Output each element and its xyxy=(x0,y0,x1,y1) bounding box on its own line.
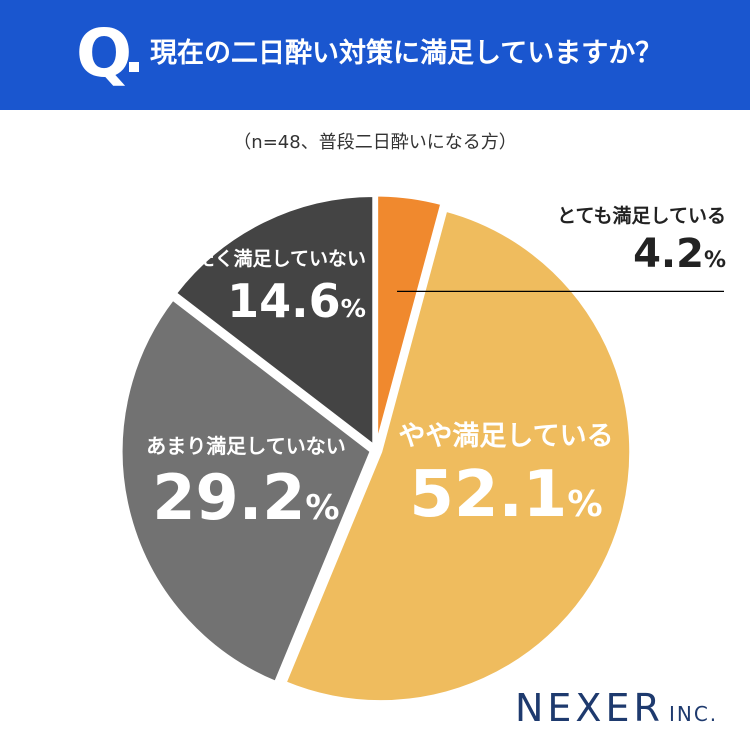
sample-note: （n=48、普段二日酔いになる方） xyxy=(233,132,517,153)
slice-category: とても満足している xyxy=(557,205,726,227)
slice-label-somewhat-satisfied: やや満足している 52.1% xyxy=(390,418,622,544)
slice-category: やや満足している xyxy=(398,421,614,452)
slice-value: 4.2% xyxy=(557,229,726,286)
slice-value-number: 4.2 xyxy=(633,231,704,277)
logo-sub-text: INC. xyxy=(668,702,719,726)
company-logo: NEXER INC. xyxy=(515,686,718,730)
slice-very-satisfied xyxy=(375,193,444,446)
question-mark-q: Q xyxy=(76,15,133,92)
slice-label-not-very-satisfied: あまり満足していない 29.2% xyxy=(126,432,366,546)
slice-category: あまり満足していない xyxy=(146,434,346,458)
slice-category: まったく満足していない xyxy=(158,248,366,270)
slice-label-not-at-all-satisfied: まったく満足していない 14.6% xyxy=(126,246,366,338)
slice-value: 29.2% xyxy=(126,460,366,546)
percent-sign: % xyxy=(305,488,340,528)
slice-value-number: 29.2 xyxy=(152,461,306,534)
q-dot-icon xyxy=(129,62,139,72)
slice-somewhat-satisfied xyxy=(283,208,633,704)
slice-value: 14.6% xyxy=(126,272,366,338)
question-title: 現在の二日酔い対策に満足していますか？ xyxy=(150,38,663,69)
slice-label-very-satisfied: とても満足している 4.2% xyxy=(557,203,726,286)
slice-not-at-all-satisfied xyxy=(173,194,376,449)
percent-sign: % xyxy=(703,248,726,273)
logo-main-text: NEXER xyxy=(515,686,664,730)
slice-not-very-satisfied xyxy=(119,297,373,685)
header-banner: Q 現在の二日酔い対策に満足していますか？ xyxy=(0,0,750,110)
percent-sign: % xyxy=(340,294,366,323)
slice-value-number: 14.6 xyxy=(227,274,341,328)
slice-value: 52.1% xyxy=(390,456,622,544)
percent-sign: % xyxy=(567,484,603,525)
slice-value-number: 52.1 xyxy=(409,458,568,532)
